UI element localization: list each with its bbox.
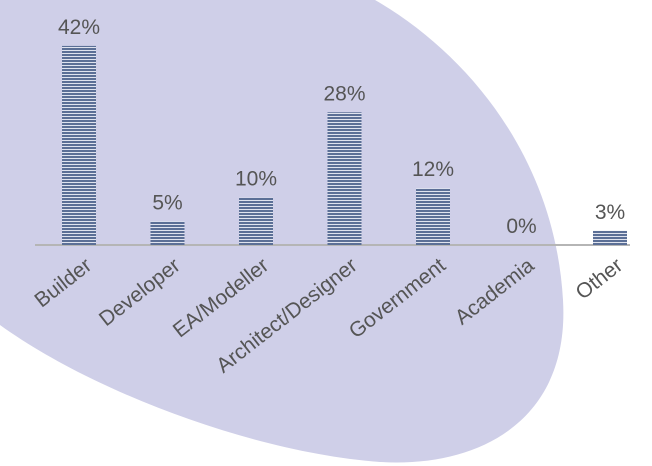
data-label: 3%: [595, 201, 625, 224]
x-tick-label: Other: [572, 254, 628, 304]
data-label: 0%: [506, 215, 536, 238]
data-label: 12%: [412, 158, 454, 181]
bar: [327, 112, 362, 245]
bar: [150, 221, 185, 245]
data-label: 28%: [323, 82, 365, 105]
data-label: 42%: [58, 16, 100, 39]
background-blob: [0, 0, 564, 463]
bar: [239, 197, 273, 245]
bar: [62, 45, 96, 245]
data-label: 5%: [152, 191, 182, 214]
bar: [416, 188, 450, 245]
bar: [593, 230, 627, 245]
data-label: 10%: [235, 168, 277, 191]
